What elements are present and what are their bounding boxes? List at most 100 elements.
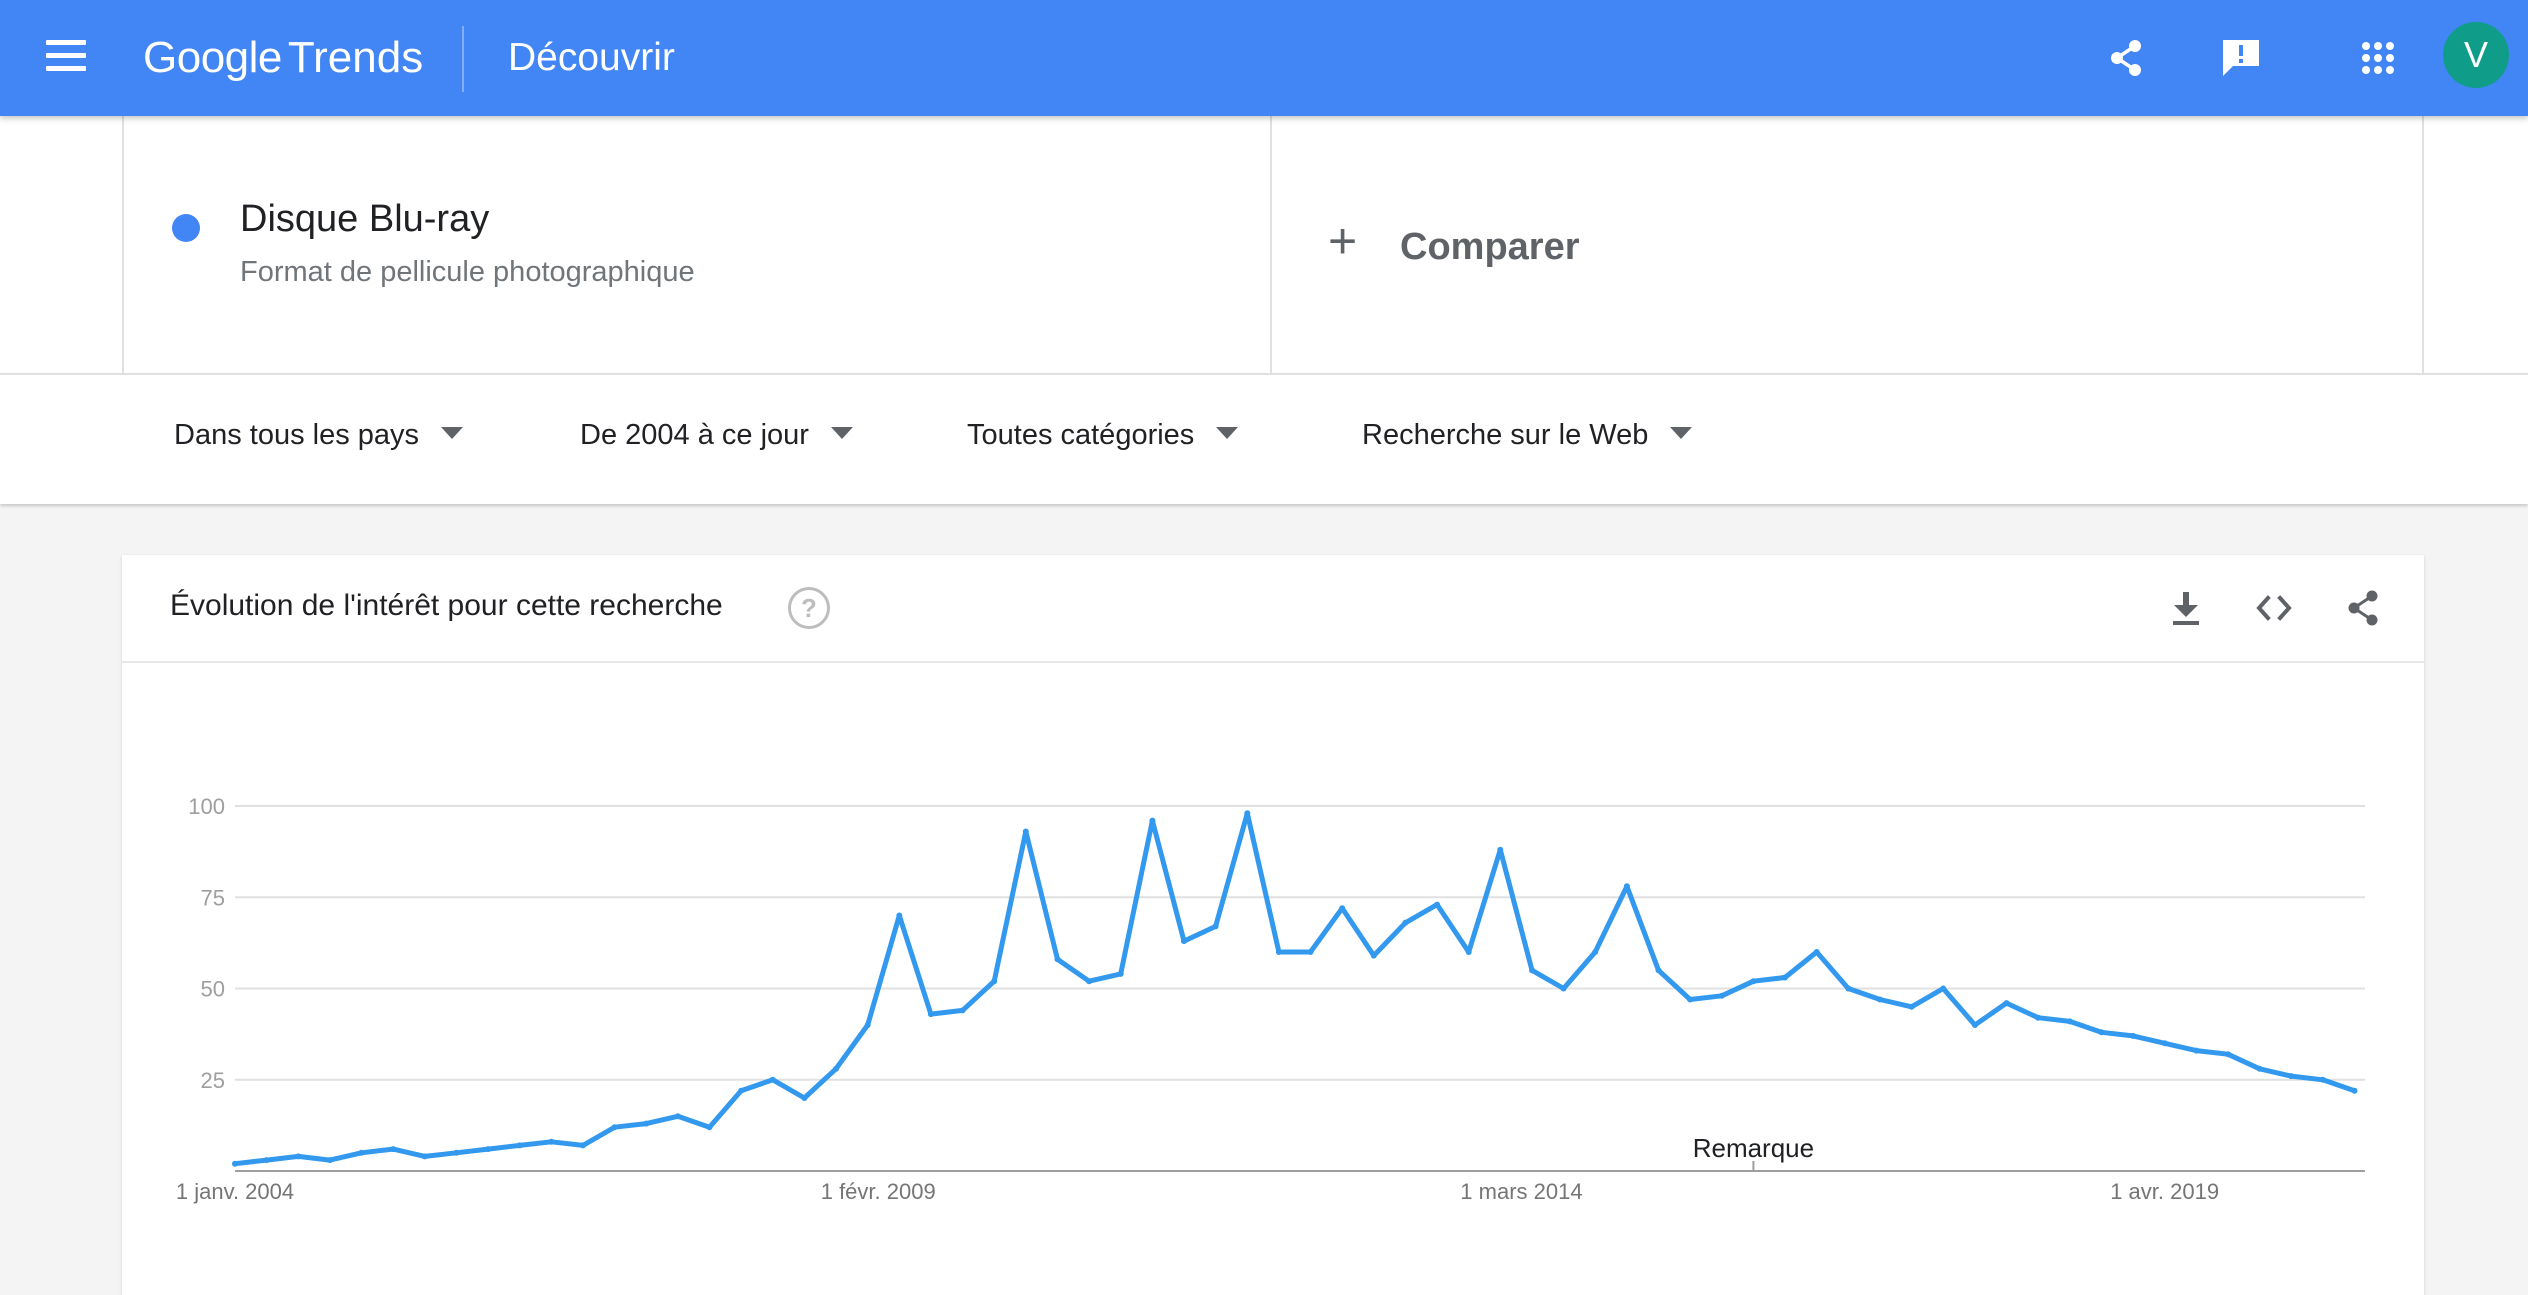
- data-point: [263, 1157, 270, 1164]
- data-point: [2256, 1065, 2263, 1072]
- data-point: [358, 1149, 365, 1156]
- data-point: [643, 1120, 650, 1127]
- data-point: [1339, 905, 1346, 912]
- share-icon[interactable]: [2338, 583, 2388, 633]
- data-point: [390, 1146, 397, 1153]
- interest-over-time-card: Évolution de l'intérêt pour cette recher…: [122, 555, 2424, 1295]
- app-bar-divider: [462, 26, 464, 92]
- data-point: [2288, 1073, 2295, 1080]
- share-icon[interactable]: [2098, 30, 2154, 86]
- x-tick-label: 1 mars 2014: [1460, 1179, 1582, 1204]
- data-point: [2319, 1076, 2326, 1083]
- term-name: Disque Blu-ray: [240, 198, 490, 240]
- data-point: [1149, 817, 1156, 824]
- period-filter[interactable]: De 2004 à ce jour: [580, 419, 853, 452]
- data-point: [1971, 1022, 1978, 1028]
- data-point: [1782, 974, 1788, 981]
- data-point: [1497, 846, 1504, 853]
- data-point: [927, 1011, 934, 1018]
- avatar[interactable]: V: [2443, 22, 2509, 88]
- data-point: [1434, 901, 1441, 908]
- term-color-dot: [172, 214, 200, 242]
- app-bar: Google Trends Découvrir V: [0, 0, 2528, 116]
- data-point: [516, 1142, 523, 1149]
- data-point: [1813, 949, 1820, 955]
- logo-trends-text: Trends: [287, 33, 424, 82]
- data-point: [1054, 956, 1061, 963]
- search-term-card[interactable]: Disque Blu-ray Format de pellicule photo…: [122, 116, 1272, 373]
- data-point: [295, 1153, 302, 1160]
- data-point: [2161, 1040, 2168, 1047]
- y-tick-label: 50: [201, 977, 225, 1002]
- card-title: Évolution de l'intérêt pour cette recher…: [170, 589, 723, 622]
- data-point: [1655, 967, 1662, 974]
- data-point: [2351, 1087, 2358, 1094]
- data-point: [1307, 949, 1314, 955]
- data-point: [611, 1124, 618, 1131]
- data-point: [1275, 949, 1282, 955]
- data-point: [991, 978, 998, 985]
- data-point: [833, 1065, 839, 1072]
- data-point: [2035, 1014, 2042, 1021]
- data-point: [1465, 949, 1472, 955]
- data-point: [1244, 810, 1251, 817]
- data-point: [2193, 1047, 2200, 1054]
- data-point: [232, 1160, 238, 1167]
- region-filter[interactable]: Dans tous les pays: [174, 419, 464, 452]
- data-point: [1687, 996, 1694, 1003]
- chevron-down-icon: [441, 427, 464, 440]
- category-filter[interactable]: Toutes catégories: [967, 419, 1239, 452]
- x-tick-label: 1 févr. 2009: [821, 1179, 936, 1204]
- data-point: [706, 1124, 713, 1131]
- data-point: [1845, 985, 1852, 992]
- google-trends-logo[interactable]: Google Trends: [143, 30, 423, 86]
- plus-icon: +: [1328, 213, 1358, 269]
- data-point: [1592, 949, 1599, 955]
- data-point: [1022, 828, 1029, 835]
- compare-label: Comparer: [1400, 226, 1580, 268]
- embed-icon[interactable]: [2249, 583, 2299, 633]
- menu-icon[interactable]: [46, 40, 86, 76]
- search-type-filter[interactable]: Recherche sur le Web: [1362, 419, 1693, 452]
- data-point: [485, 1146, 492, 1153]
- data-point: [769, 1076, 776, 1083]
- data-point: [1529, 967, 1535, 974]
- help-icon[interactable]: ?: [788, 587, 830, 629]
- data-point: [1086, 978, 1093, 985]
- data-point: [674, 1113, 681, 1120]
- annotation-label[interactable]: Remarque: [1693, 1133, 1814, 1163]
- data-point: [2066, 1018, 2073, 1025]
- compare-button[interactable]: + Comparer: [1272, 116, 2424, 373]
- x-tick-label: 1 janv. 2004: [176, 1179, 294, 1204]
- y-tick-label: 75: [201, 885, 225, 910]
- y-tick-label: 25: [201, 1068, 225, 1093]
- chevron-down-icon: [1670, 427, 1693, 440]
- data-point: [959, 1007, 966, 1014]
- data-point: [2130, 1032, 2136, 1039]
- logo-google-text: Google: [143, 33, 282, 82]
- period-filter-label: De 2004 à ce jour: [580, 419, 809, 451]
- interest-line-chart[interactable]: 25 50 75 100 1 janv. 2004 1 févr. 2009 1 mars …: [122, 663, 2424, 1295]
- apps-icon[interactable]: [2350, 30, 2406, 86]
- card-header: Évolution de l'intérêt pour cette recher…: [122, 555, 2424, 663]
- data-point: [1940, 985, 1947, 992]
- page-title: Découvrir: [508, 36, 675, 79]
- data-point: [1212, 923, 1219, 930]
- data-point: [1877, 996, 1883, 1003]
- data-point: [2224, 1051, 2231, 1058]
- data-point: [864, 1022, 871, 1028]
- category-filter-label: Toutes catégories: [967, 419, 1195, 451]
- data-point: [580, 1142, 586, 1149]
- data-point: [1718, 992, 1725, 999]
- data-point: [2098, 1029, 2105, 1036]
- data-point: [1560, 985, 1567, 992]
- feedback-icon[interactable]: [2213, 30, 2269, 86]
- download-icon[interactable]: [2161, 583, 2211, 633]
- filter-bar: Dans tous les pays De 2004 à ce jour Tou…: [0, 373, 2528, 504]
- data-point: [1623, 883, 1630, 890]
- data-point: [2003, 1000, 2010, 1007]
- data-point: [326, 1157, 333, 1164]
- data-point: [1117, 970, 1124, 977]
- data-point: [1181, 938, 1187, 945]
- data-point: [421, 1153, 428, 1160]
